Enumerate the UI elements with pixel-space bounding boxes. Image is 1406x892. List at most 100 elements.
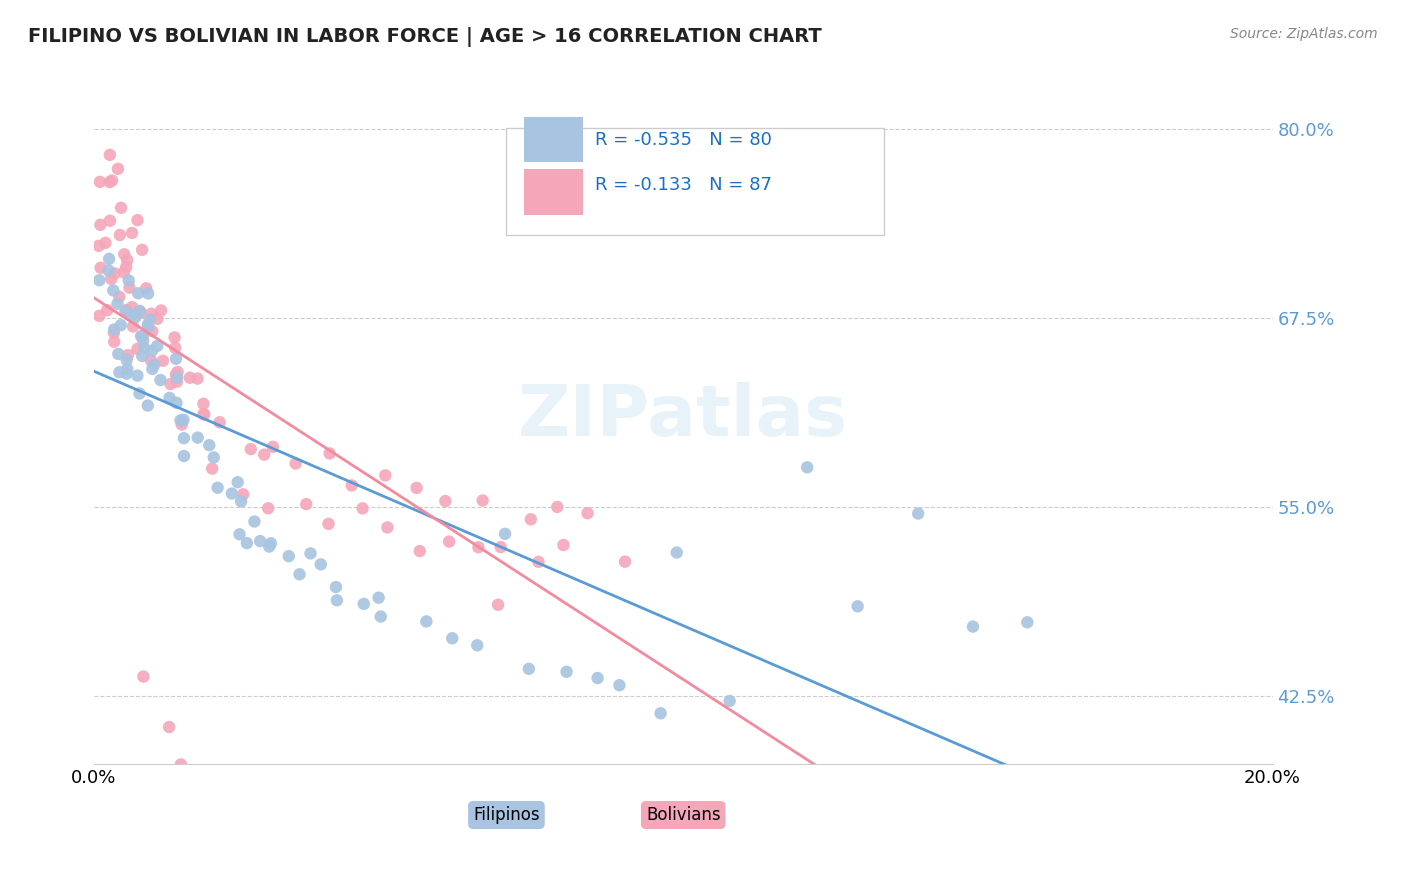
Point bbox=[665, 545, 688, 559]
Point bbox=[103, 284, 125, 298]
Point bbox=[202, 450, 225, 465]
Point bbox=[89, 218, 111, 232]
Point bbox=[136, 320, 159, 334]
Point bbox=[110, 201, 132, 215]
Point bbox=[907, 507, 929, 521]
Point bbox=[434, 494, 457, 508]
Point bbox=[112, 247, 135, 261]
Point bbox=[112, 266, 135, 280]
Point bbox=[146, 311, 169, 326]
Point bbox=[207, 481, 229, 495]
Point bbox=[129, 305, 152, 319]
FancyBboxPatch shape bbox=[506, 128, 883, 235]
Point bbox=[170, 417, 193, 432]
Point bbox=[98, 148, 121, 162]
Point bbox=[141, 307, 163, 321]
Point bbox=[253, 448, 276, 462]
Point bbox=[98, 213, 121, 227]
Point bbox=[98, 252, 121, 266]
Text: Source: ZipAtlas.com: Source: ZipAtlas.com bbox=[1230, 27, 1378, 41]
Point bbox=[118, 280, 141, 294]
Point bbox=[553, 538, 575, 552]
Point bbox=[243, 515, 266, 529]
Point bbox=[115, 303, 138, 318]
Point bbox=[166, 370, 188, 384]
Point bbox=[127, 342, 149, 356]
Point bbox=[221, 486, 243, 500]
Point bbox=[352, 501, 374, 516]
Point bbox=[187, 431, 209, 445]
Point bbox=[527, 555, 550, 569]
Point bbox=[108, 365, 131, 379]
Point bbox=[139, 312, 162, 326]
Point bbox=[115, 253, 138, 268]
Point bbox=[173, 431, 195, 445]
Point bbox=[108, 290, 131, 304]
Point bbox=[228, 527, 250, 541]
Point bbox=[232, 487, 254, 501]
Point bbox=[170, 757, 193, 772]
Point bbox=[377, 520, 399, 534]
Point bbox=[295, 497, 318, 511]
Point bbox=[165, 368, 187, 382]
Point bbox=[101, 173, 124, 187]
Point bbox=[201, 461, 224, 475]
Point bbox=[229, 494, 252, 508]
Point bbox=[172, 413, 194, 427]
FancyBboxPatch shape bbox=[524, 117, 583, 162]
Point bbox=[107, 347, 129, 361]
Point bbox=[226, 475, 249, 490]
Point bbox=[325, 580, 347, 594]
Point bbox=[157, 720, 180, 734]
Point bbox=[609, 678, 631, 692]
Point bbox=[374, 468, 396, 483]
Point bbox=[257, 540, 280, 554]
Point bbox=[486, 598, 509, 612]
Point bbox=[124, 310, 146, 324]
Point bbox=[441, 632, 464, 646]
Point bbox=[96, 303, 118, 318]
Point bbox=[131, 349, 153, 363]
Point bbox=[121, 226, 143, 240]
Point bbox=[471, 493, 494, 508]
Point bbox=[115, 367, 138, 381]
Point bbox=[166, 375, 188, 389]
Point bbox=[128, 386, 150, 401]
Point bbox=[208, 415, 231, 429]
Point bbox=[193, 397, 215, 411]
Point bbox=[132, 334, 155, 348]
Point bbox=[127, 213, 149, 227]
Point bbox=[100, 272, 122, 286]
Point bbox=[115, 353, 138, 368]
Point bbox=[141, 362, 163, 376]
Point bbox=[136, 318, 159, 332]
Point bbox=[179, 370, 201, 384]
Text: R = -0.535   N = 80: R = -0.535 N = 80 bbox=[595, 131, 772, 149]
Point bbox=[134, 341, 156, 355]
Point bbox=[962, 619, 984, 633]
Point bbox=[236, 536, 259, 550]
Point bbox=[89, 309, 111, 323]
FancyBboxPatch shape bbox=[524, 169, 583, 215]
Point bbox=[257, 501, 280, 516]
Point bbox=[103, 322, 125, 336]
Point bbox=[489, 540, 512, 554]
Point bbox=[165, 395, 187, 409]
Point bbox=[318, 516, 340, 531]
Point bbox=[103, 326, 125, 340]
Point bbox=[326, 593, 349, 607]
Point bbox=[131, 243, 153, 257]
Point bbox=[186, 371, 208, 385]
Point bbox=[173, 449, 195, 463]
Point bbox=[262, 440, 284, 454]
Point bbox=[118, 273, 141, 287]
Point bbox=[97, 263, 120, 277]
Point bbox=[131, 329, 153, 343]
Point bbox=[117, 348, 139, 362]
Text: ZIPatlas: ZIPatlas bbox=[519, 382, 848, 450]
Point bbox=[437, 534, 460, 549]
Point bbox=[405, 481, 427, 495]
Point bbox=[249, 534, 271, 549]
Point bbox=[163, 330, 186, 344]
Point bbox=[110, 318, 132, 333]
